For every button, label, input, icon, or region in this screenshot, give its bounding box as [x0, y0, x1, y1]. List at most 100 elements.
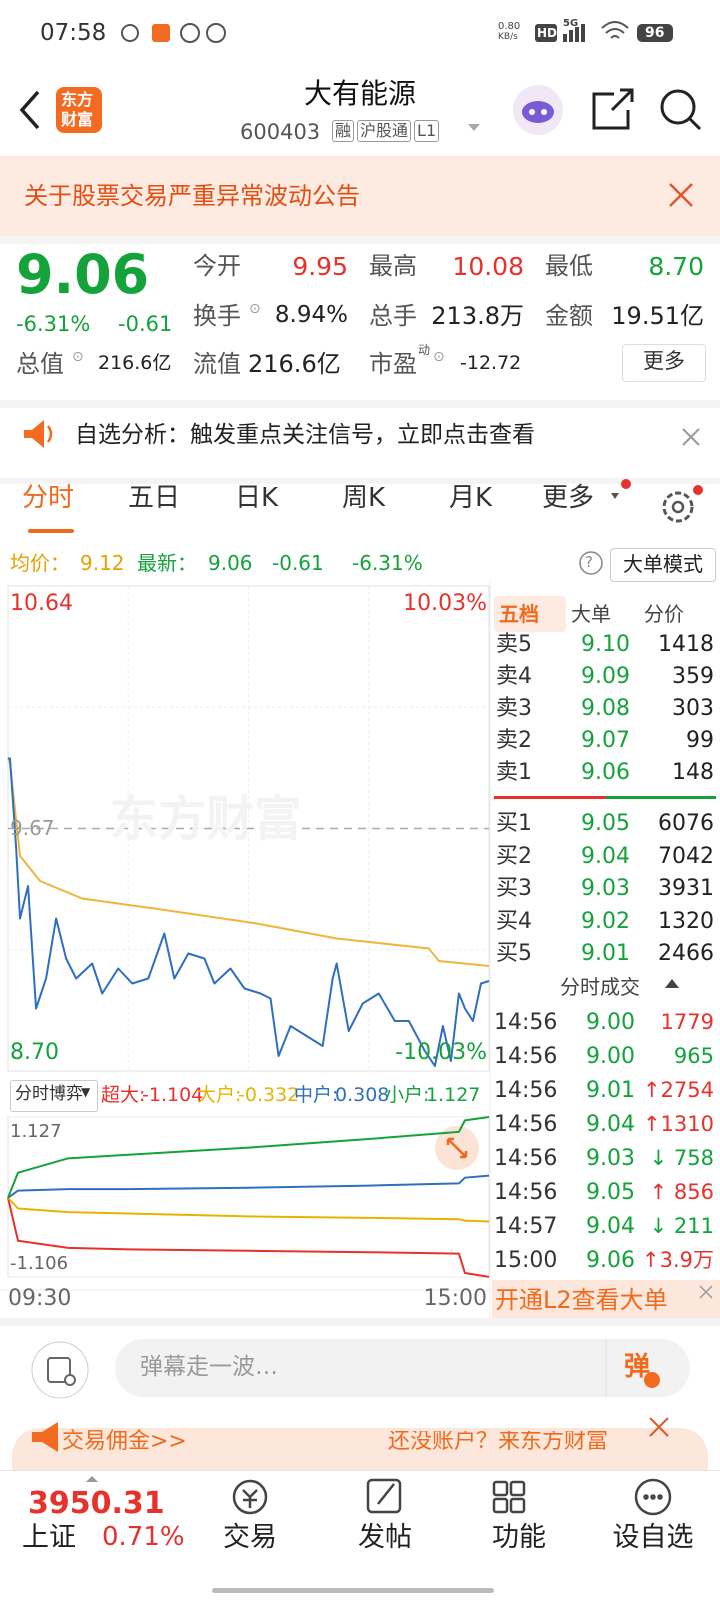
- book-volume: 1418: [658, 632, 714, 657]
- dropdown[interactable]: [468, 124, 480, 131]
- trade-volume: ↑1310: [642, 1112, 714, 1136]
- close-l2[interactable]: [699, 1285, 713, 1299]
- more-button[interactable]: [622, 344, 706, 382]
- stat-value: 10.08: [452, 252, 524, 281]
- back-button[interactable]: [19, 90, 40, 130]
- book-volume: 3931: [658, 876, 714, 901]
- tab[interactable]: 日K: [235, 483, 279, 513]
- close-promo[interactable]: [649, 1417, 669, 1437]
- clock: 07:58: [40, 20, 107, 46]
- latest-value: 9.06: [208, 551, 253, 575]
- info-icon[interactable]: ⊙: [249, 301, 261, 317]
- flow-selector-text[interactable]: 分时博弈: [15, 1084, 83, 1104]
- danmu-button[interactable]: 弹: [624, 1352, 651, 1382]
- plot-layer: [7, 585, 490, 1278]
- book-label: 买1: [496, 811, 532, 836]
- promo-left[interactable]: 交易佣金>>: [62, 1429, 187, 1454]
- trades-title: 分时成交: [560, 975, 640, 999]
- nav-label[interactable]: 交易: [223, 1522, 277, 1553]
- tab[interactable]: 月K: [449, 483, 493, 513]
- book-price: 9.09: [581, 664, 630, 689]
- home-indicator[interactable]: [212, 1588, 494, 1593]
- notice-bar[interactable]: [0, 156, 720, 236]
- signal-bar[interactable]: [0, 400, 720, 484]
- info-icon[interactable]: ⊙: [72, 349, 84, 365]
- y-min-label: 8.70: [10, 1040, 59, 1065]
- help[interactable]: ?: [585, 553, 593, 571]
- stat-value: -12.72: [460, 352, 522, 374]
- book-volume: 148: [672, 760, 714, 785]
- nav-icons: [232, 1478, 672, 1516]
- settings-button[interactable]: [662, 485, 703, 523]
- flow-label: 小户:: [385, 1084, 430, 1106]
- close-signal[interactable]: [682, 428, 700, 446]
- tab[interactable]: 更多: [542, 483, 595, 513]
- trade-price: 9.00: [586, 1010, 635, 1035]
- flow-selector[interactable]: [10, 1080, 98, 1112]
- book-tab[interactable]: 五档: [499, 602, 539, 626]
- book-volume: 1320: [658, 908, 714, 934]
- index-value[interactable]: 3950.31: [28, 1486, 165, 1521]
- flow-line: [7, 1197, 490, 1223]
- book-sep-red: [494, 796, 606, 799]
- nav-label[interactable]: 设自选: [612, 1522, 694, 1553]
- tag: 融: [332, 120, 355, 142]
- more-text[interactable]: 更多: [643, 349, 685, 373]
- app-logo: [56, 87, 102, 133]
- bottom-nav: [0, 1470, 720, 1601]
- settings-chip[interactable]: [31, 1341, 89, 1399]
- comment-input[interactable]: [115, 1339, 690, 1397]
- nav-label[interactable]: 功能: [492, 1522, 546, 1553]
- tab[interactable]: 周K: [342, 483, 386, 513]
- avatar[interactable]: [513, 85, 563, 135]
- trade-price: 9.01: [586, 1078, 635, 1103]
- book-price: 9.01: [581, 941, 630, 966]
- index-change[interactable]: 0.71%: [102, 1522, 185, 1552]
- book-tab[interactable]: 大单: [571, 602, 611, 626]
- mode-text[interactable]: 大单模式: [623, 552, 703, 576]
- book-label: 买5: [496, 941, 532, 966]
- flow-label: 超大:: [101, 1084, 146, 1106]
- stat-value: 9.95: [292, 252, 348, 281]
- stat-value: 8.70: [648, 252, 704, 281]
- trade-volume: 1779: [660, 1010, 714, 1034]
- mode-button[interactable]: [610, 548, 716, 582]
- sort-arrow: [665, 979, 679, 988]
- nav-label[interactable]: 发帖: [358, 1522, 412, 1553]
- promo-right[interactable]: 还没账户？来东方财富: [388, 1431, 609, 1453]
- tab[interactable]: 分时: [22, 483, 75, 513]
- latest-label: 最新：: [137, 551, 197, 575]
- stock-code: 600403: [240, 120, 321, 144]
- flow-value: -1.104: [142, 1084, 204, 1106]
- book-tab[interactable]: 分价: [644, 602, 684, 626]
- watermark: 东方财富: [110, 791, 303, 847]
- book-label: 买4: [496, 908, 532, 934]
- flow-selector-arrow[interactable]: ▼: [81, 1085, 91, 1099]
- l2-text[interactable]: 开通L2查看大单: [495, 1286, 668, 1314]
- l2-banner[interactable]: [492, 1280, 720, 1318]
- flow-min: -1.106: [10, 1253, 69, 1274]
- share-button[interactable]: [592, 88, 634, 130]
- trade-time: 14:56: [494, 1010, 558, 1035]
- stat-value: 216.6亿: [248, 350, 341, 378]
- tag: 沪股通: [357, 120, 412, 142]
- signal-text[interactable]: 自选分析：触发重点关注信号，立即点击查看: [75, 422, 535, 448]
- index-name[interactable]: 上证: [22, 1522, 76, 1553]
- speaker-icon: [24, 420, 53, 448]
- search-button[interactable]: [660, 89, 702, 131]
- book-price: 9.02: [581, 908, 630, 934]
- avg-line: [7, 758, 490, 967]
- trade-price: 9.06: [586, 1248, 635, 1273]
- tab[interactable]: 五日: [128, 483, 181, 513]
- comment-placeholder[interactable]: 弹幕走一波…: [140, 1354, 278, 1380]
- help-circle[interactable]: [579, 551, 603, 575]
- trade-time: 14:56: [494, 1146, 558, 1171]
- notice-text[interactable]: 关于股票交易严重异常波动公告: [24, 182, 360, 210]
- logo-text: 财富: [61, 110, 94, 129]
- expand-button[interactable]: [435, 1126, 479, 1170]
- close-notice[interactable]: [669, 183, 693, 207]
- info-icon[interactable]: ⊙: [433, 349, 445, 365]
- book-volume: 2466: [658, 941, 714, 966]
- book-price: 9.08: [581, 696, 630, 721]
